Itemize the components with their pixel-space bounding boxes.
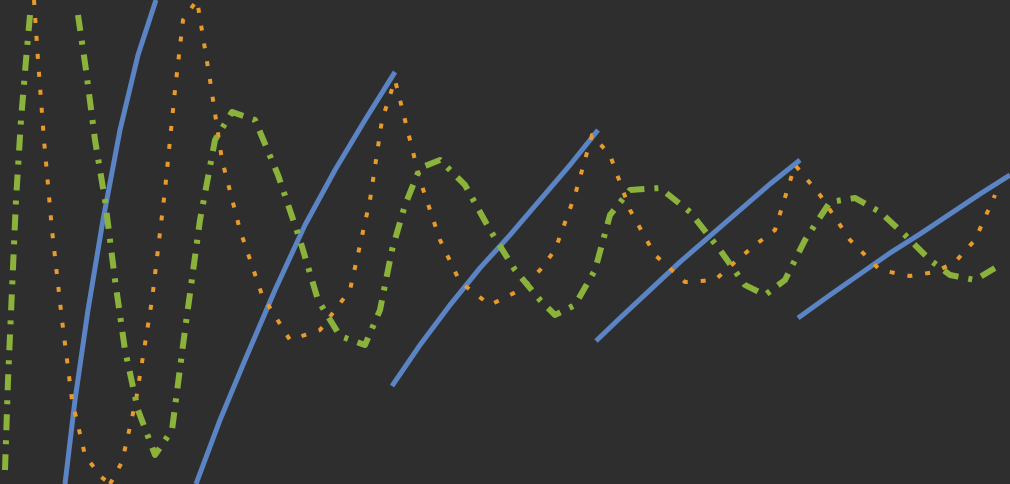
series-solid-line-1 bbox=[62, 0, 159, 484]
series-dashdot-line-1 bbox=[2, 14, 33, 471]
series-solid-line-4 bbox=[594, 158, 802, 343]
series-solid-line-5 bbox=[796, 172, 1010, 321]
series-dashdot-line-2 bbox=[75, 14, 1002, 458]
series-solid-line-3 bbox=[389, 128, 600, 388]
series-dotted-line-2 bbox=[108, 0, 997, 484]
series-solid-line-2 bbox=[193, 70, 398, 484]
